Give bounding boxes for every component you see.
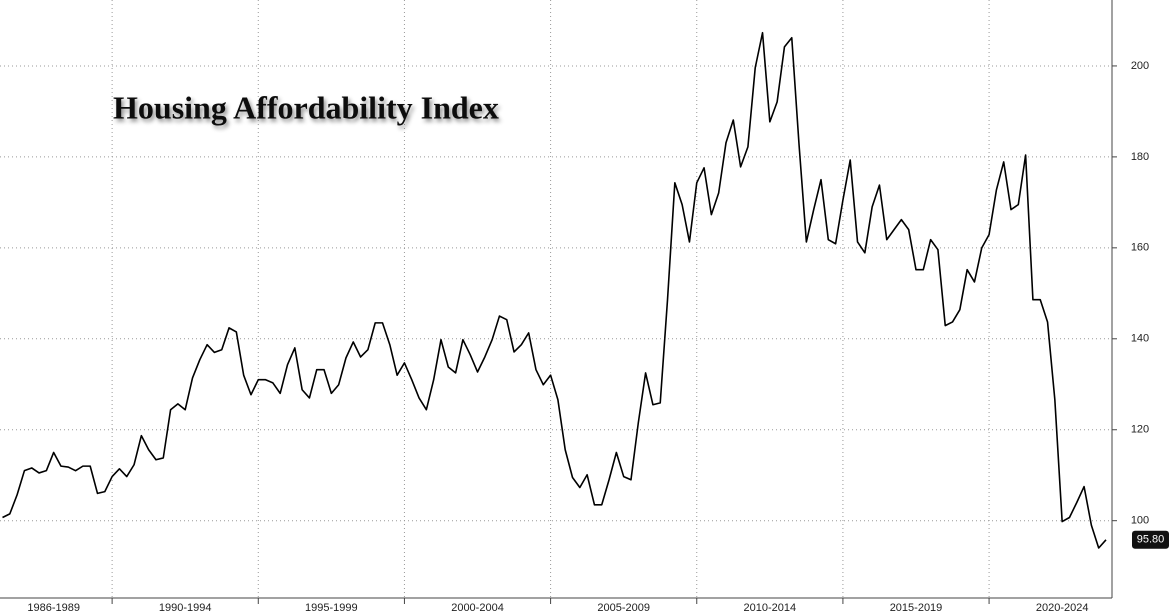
x-tick-label: 2020-2024	[1036, 602, 1089, 614]
line-series	[2, 31, 1107, 549]
grid	[0, 0, 1117, 604]
y-tick-label: 120	[1131, 424, 1149, 436]
y-tick-label: 160	[1131, 242, 1149, 254]
x-tick-label: 1990-1994	[159, 602, 212, 614]
x-tick-label: 1986-1989	[27, 602, 80, 614]
x-tick-label: 2010-2014	[744, 602, 797, 614]
chart-title: Housing Affordability Index	[113, 89, 499, 125]
x-tick-label: 2005-2009	[597, 602, 650, 614]
y-tick-label: 140	[1131, 333, 1149, 345]
x-tick-label: 1995-1999	[305, 602, 358, 614]
x-tick-label: 2015-2019	[890, 602, 943, 614]
value-label: 95.80	[1137, 534, 1165, 546]
y-tick-label: 100	[1131, 515, 1149, 527]
value-label-box	[1132, 530, 1169, 549]
plot	[2, 31, 1107, 549]
x-tick-label: 2000-2004	[451, 602, 504, 614]
y-tick-label: 180	[1131, 151, 1149, 163]
y-tick-label: 200	[1131, 60, 1149, 72]
